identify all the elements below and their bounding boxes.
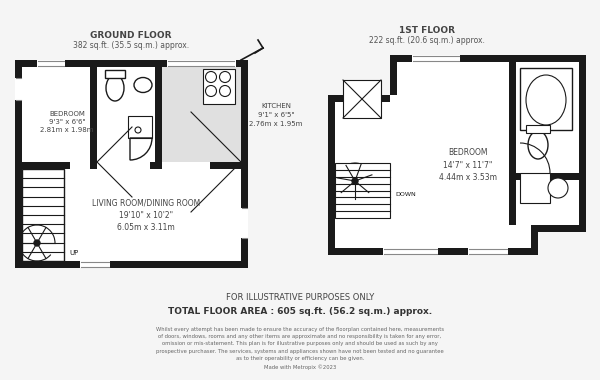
Text: TOTAL FLOOR AREA : 605 sq.ft. (56.2 sq.m.) approx.: TOTAL FLOOR AREA : 605 sq.ft. (56.2 sq.m… bbox=[168, 307, 432, 317]
Bar bbox=[328, 55, 586, 255]
Bar bbox=[520, 68, 572, 130]
Bar bbox=[15, 261, 248, 268]
Ellipse shape bbox=[526, 75, 566, 125]
Circle shape bbox=[135, 127, 141, 133]
Bar bbox=[37, 60, 65, 67]
Bar bbox=[328, 95, 335, 255]
Bar bbox=[128, 116, 152, 138]
Bar bbox=[167, 60, 236, 67]
Bar bbox=[343, 80, 381, 118]
Text: DOWN: DOWN bbox=[395, 193, 416, 198]
Circle shape bbox=[205, 71, 217, 82]
Text: BEDROOM
14'7" x 11'7"
4.44m x 3.53m: BEDROOM 14'7" x 11'7" 4.44m x 3.53m bbox=[439, 148, 497, 182]
Text: BEDROOM
9'3" x 6'6"
2.81m x 1.98m: BEDROOM 9'3" x 6'6" 2.81m x 1.98m bbox=[40, 111, 94, 133]
Bar bbox=[509, 173, 579, 180]
Text: KITCHEN
9'1" x 6'5"
2.76m x 1.95m: KITCHEN 9'1" x 6'5" 2.76m x 1.95m bbox=[250, 103, 302, 127]
Text: 1ST FLOOR: 1ST FLOOR bbox=[399, 26, 455, 35]
Bar bbox=[22, 169, 64, 261]
Text: 222 sq.ft. (20.6 sq.m.) approx.: 222 sq.ft. (20.6 sq.m.) approx. bbox=[369, 36, 485, 45]
Circle shape bbox=[205, 86, 217, 97]
Wedge shape bbox=[130, 138, 152, 160]
Bar bbox=[15, 162, 248, 169]
Bar bbox=[70, 162, 210, 169]
Bar bbox=[579, 55, 586, 255]
Bar bbox=[203, 69, 235, 104]
Circle shape bbox=[548, 178, 568, 198]
Bar bbox=[15, 60, 248, 67]
Bar bbox=[531, 225, 538, 255]
Bar bbox=[241, 60, 248, 268]
Bar bbox=[390, 55, 397, 95]
Bar bbox=[15, 60, 22, 268]
Bar bbox=[412, 55, 460, 62]
Bar bbox=[468, 248, 508, 255]
Ellipse shape bbox=[106, 75, 124, 101]
Text: LIVING ROOM/DINING ROOM
19'10" x 10'2"
6.05m x 3.11m: LIVING ROOM/DINING ROOM 19'10" x 10'2" 6… bbox=[92, 198, 200, 232]
Bar bbox=[241, 208, 248, 238]
Bar bbox=[90, 60, 97, 169]
Bar bbox=[335, 163, 390, 218]
Text: FOR ILLUSTRATIVE PURPOSES ONLY: FOR ILLUSTRATIVE PURPOSES ONLY bbox=[226, 293, 374, 302]
Bar bbox=[15, 60, 248, 268]
Ellipse shape bbox=[528, 131, 548, 159]
Bar bbox=[328, 55, 390, 95]
Ellipse shape bbox=[134, 78, 152, 92]
Bar bbox=[509, 62, 516, 225]
Circle shape bbox=[352, 178, 358, 184]
Bar bbox=[15, 60, 22, 268]
Text: GROUND FLOOR: GROUND FLOOR bbox=[90, 31, 172, 40]
Text: UP: UP bbox=[69, 250, 78, 256]
Bar bbox=[162, 67, 241, 162]
Bar bbox=[150, 162, 162, 169]
Bar bbox=[328, 248, 586, 255]
Circle shape bbox=[220, 86, 230, 97]
Text: Whilst every attempt has been made to ensure the accuracy of the floorplan conta: Whilst every attempt has been made to en… bbox=[156, 326, 444, 369]
Bar bbox=[520, 173, 550, 203]
Text: 382 sq.ft. (35.5 sq.m.) approx.: 382 sq.ft. (35.5 sq.m.) approx. bbox=[73, 41, 189, 50]
Bar bbox=[80, 261, 110, 268]
Bar bbox=[15, 78, 22, 100]
Circle shape bbox=[34, 240, 40, 246]
Bar bbox=[15, 60, 248, 67]
Bar bbox=[579, 55, 586, 225]
Bar bbox=[383, 248, 438, 255]
Bar bbox=[328, 95, 390, 102]
Bar bbox=[105, 70, 125, 78]
Bar bbox=[526, 125, 550, 133]
Bar bbox=[15, 261, 248, 268]
Circle shape bbox=[220, 71, 230, 82]
Bar bbox=[390, 55, 586, 62]
Bar bbox=[155, 60, 162, 169]
Bar bbox=[538, 225, 586, 255]
Bar bbox=[538, 225, 586, 232]
